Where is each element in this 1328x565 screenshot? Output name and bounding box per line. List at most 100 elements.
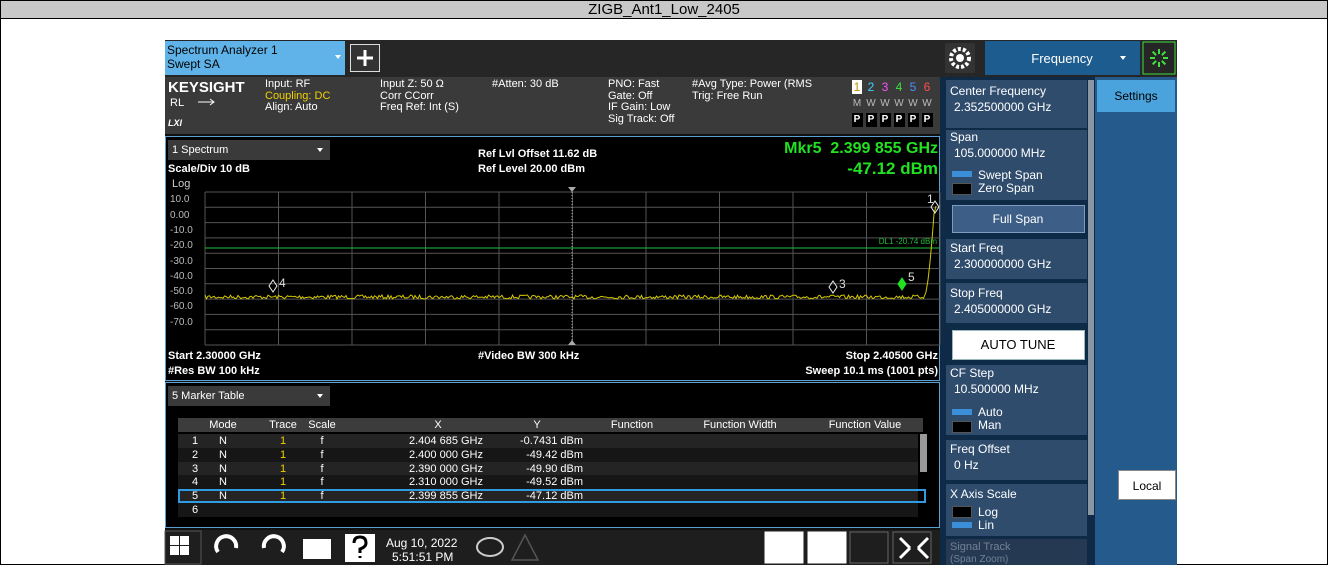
- icon-button: [164, 530, 202, 565]
- softkey-scrollbar: [1088, 80, 1094, 515]
- table-cell: N: [219, 490, 227, 503]
- table-cell: f: [320, 476, 324, 489]
- video-bandwidth: #Video BW 300 kHz: [478, 350, 580, 362]
- log-label: Log: [172, 178, 191, 190]
- table-row: [178, 434, 918, 448]
- softkey-value: 0 Hz: [954, 458, 979, 472]
- trace-detector: P: [909, 114, 917, 125]
- table-cell: f: [320, 462, 324, 475]
- plot-panel: [165, 136, 940, 381]
- y-axis-label: 10.0: [170, 194, 190, 206]
- instrument-tab[interactable]: [165, 41, 345, 75]
- softkey-option: Log: [978, 505, 999, 519]
- softkey-start-freq[interactable]: [946, 239, 1087, 279]
- start-frequency: Start 2.30000 GHz: [168, 350, 261, 362]
- zoom-icon: [898, 536, 930, 560]
- info-bar: [165, 77, 940, 134]
- settings-tab[interactable]: [1097, 80, 1175, 112]
- table-row: [178, 475, 918, 490]
- info-text: Coupling: DC: [265, 89, 331, 102]
- softkey-label: Freq Offset: [950, 442, 1010, 456]
- trace-detector: P: [881, 114, 889, 125]
- warning-icon: [510, 533, 540, 561]
- trace-number: 3: [881, 80, 889, 94]
- table-cell: N: [219, 476, 227, 489]
- table-cell: -49.90 dBm: [526, 462, 583, 475]
- y-axis-label: -30.0: [170, 255, 193, 267]
- dropdown-arrow: [317, 394, 323, 398]
- plus-icon: [357, 50, 373, 66]
- softkey-stop-freq[interactable]: [946, 283, 1087, 323]
- softkey-value: (Span Zoom): [950, 554, 1009, 565]
- table-cell: N: [219, 462, 227, 475]
- detector-box: [866, 113, 877, 127]
- softkey-full-span[interactable]: [952, 205, 1085, 233]
- info-text: Align: Auto: [265, 101, 318, 113]
- table-cell: -0.7431 dBm: [520, 435, 583, 447]
- softkey-freq-offset[interactable]: [946, 440, 1087, 480]
- spinner: [1161, 60, 1167, 66]
- frequency-tab[interactable]: [985, 41, 1140, 75]
- plot-window-dropdown[interactable]: [168, 140, 330, 160]
- trace-number: 5: [909, 80, 917, 94]
- trace-type: M: [852, 98, 862, 109]
- table-dropdown[interactable]: [168, 386, 330, 406]
- trace-detector: P: [923, 114, 931, 125]
- trace-number: 6: [923, 80, 931, 94]
- table-cell: N: [219, 435, 227, 447]
- spinner: [1161, 50, 1167, 56]
- dropdown-arrow: [1120, 56, 1126, 60]
- windows-icon: [180, 546, 189, 555]
- detector-box: [894, 113, 905, 127]
- dropdown-arrow: [317, 148, 323, 152]
- y-axis-label: 0.00: [170, 209, 190, 221]
- marker-frequency: Mkr5 2.399 855 GHz: [784, 140, 938, 157]
- column-header: Function Value: [828, 419, 902, 431]
- sweep-time: Sweep 10.1 ms (1001 pts): [805, 365, 938, 377]
- softkey-label: Signal Track: [950, 541, 1011, 553]
- window-title: ZIGB_Ant1_Low_2405: [588, 1, 740, 18]
- y-axis-label: -20.0: [170, 240, 193, 252]
- table-cell: -49.42 dBm: [526, 448, 583, 461]
- trace-number: 1: [853, 80, 861, 94]
- toggle-off: [952, 421, 972, 433]
- softkey-signal-track: [946, 539, 1087, 565]
- input-arrow: [198, 98, 215, 106]
- table-cell: 1: [279, 490, 287, 503]
- toggle-on: [952, 522, 972, 528]
- dropdown-arrow: [335, 55, 341, 59]
- table-cell: f: [320, 448, 324, 461]
- table-cell: 5: [191, 490, 199, 503]
- resolution-bandwidth: #Res BW 100 kHz: [168, 365, 260, 377]
- marker-label: 5: [908, 270, 915, 284]
- softkey-option: Lin: [978, 518, 995, 532]
- softkey-label: Span: [950, 130, 979, 144]
- marker: [828, 280, 838, 294]
- table-cell: f: [320, 435, 324, 447]
- local-button[interactable]: [1118, 470, 1176, 500]
- softkey-auto-tune[interactable]: [952, 330, 1085, 360]
- marker-label: 1: [927, 192, 934, 206]
- softkey-option: Man: [978, 418, 1002, 432]
- softkey-label: Center Frequency: [950, 84, 1047, 98]
- softkey-option: Zero Span: [978, 181, 1035, 195]
- info-text: #Avg Type: Power (RMS: [692, 78, 813, 90]
- ref-level: Ref Level 20.00 dBm: [478, 163, 585, 175]
- softkey-label: Start Freq: [950, 241, 1004, 255]
- table-row: [178, 447, 918, 462]
- spinner: [1151, 60, 1157, 66]
- date: Aug 10, 2022: [386, 536, 458, 550]
- softkey-value: 10.500000 MHz: [954, 382, 1039, 396]
- info-text: Gate: Off: [608, 89, 653, 102]
- softkey-center-frequency[interactable]: [946, 80, 1087, 128]
- table-cell: -47.12 dBm: [526, 490, 583, 503]
- info-text: IF Gain: Low: [608, 101, 671, 113]
- table-cell: 2.399 855 GHz: [409, 490, 483, 503]
- help-icon-mark: [352, 535, 368, 558]
- table-row: [178, 489, 918, 503]
- table-scrollbar: [920, 434, 927, 472]
- info-text: Trig: Free Run: [692, 89, 763, 102]
- toolbar-icon: [849, 531, 889, 564]
- toggle-on: [952, 171, 972, 177]
